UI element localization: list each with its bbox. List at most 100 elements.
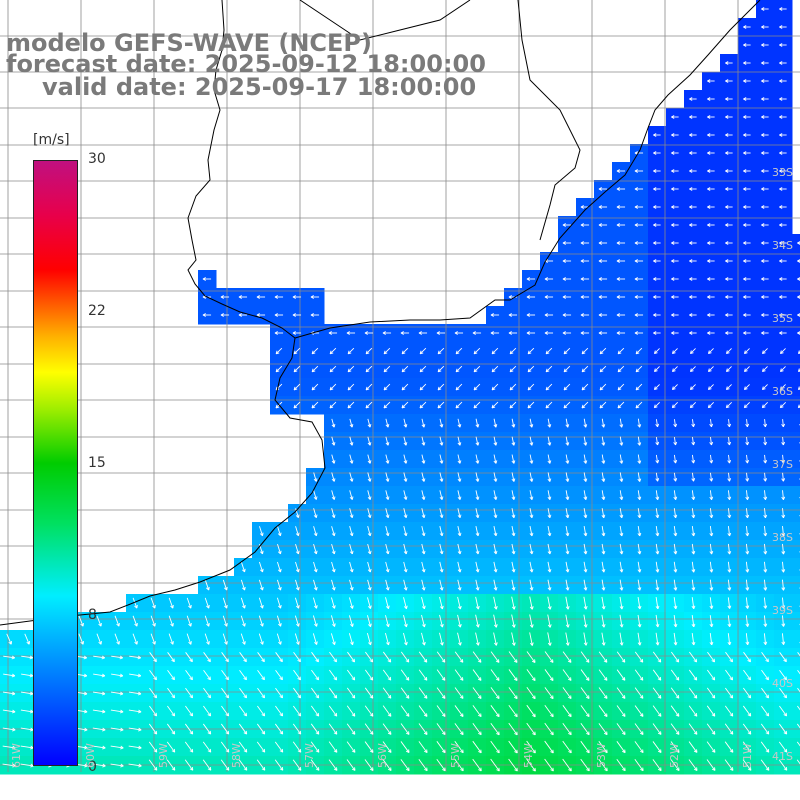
wind-arrow — [761, 151, 769, 155]
wind-arrow — [761, 61, 769, 65]
wind-arrow — [708, 366, 714, 372]
wind-arrow — [258, 615, 264, 627]
wind-arrow — [725, 259, 733, 263]
wind-arrow — [653, 295, 661, 299]
wind-arrow — [472, 687, 482, 699]
wind-arrow — [780, 348, 786, 354]
wind-arrow — [367, 454, 372, 464]
wind-arrow — [403, 436, 408, 446]
wind-arrow — [508, 331, 518, 335]
wind-arrow — [508, 313, 518, 317]
wind-arrow — [761, 205, 769, 209]
wind-arrow — [277, 526, 282, 537]
wind-cell — [792, 594, 800, 613]
wind-arrow — [760, 705, 770, 717]
wind-arrow — [511, 418, 516, 428]
wind-arrow — [275, 687, 283, 699]
wind-arrow — [706, 705, 716, 717]
wind-arrow — [707, 169, 715, 173]
wind-arrow — [418, 759, 428, 772]
wind-arrow — [724, 723, 734, 735]
wind-arrow — [475, 472, 480, 482]
wind-arrow — [276, 615, 282, 627]
wind-arrow — [491, 365, 499, 373]
wind-arrow — [128, 727, 142, 732]
wind-cell — [792, 432, 800, 451]
wind-arrow — [21, 655, 34, 660]
wind-arrow — [257, 687, 265, 699]
wind-arrow — [167, 652, 175, 663]
wind-arrow — [655, 508, 660, 519]
wind-cell — [792, 342, 800, 361]
wind-arrow — [616, 295, 626, 299]
wind-arrow — [691, 561, 696, 573]
wind-cell — [792, 234, 800, 253]
wind-arrow — [364, 759, 374, 771]
wind-arrow — [779, 79, 787, 83]
wind-arrow — [544, 758, 554, 772]
wind-arrow — [382, 687, 392, 699]
wind-arrow — [454, 740, 464, 754]
wind-arrow — [544, 313, 554, 317]
wind-arrow — [743, 687, 752, 699]
wind-arrow — [743, 331, 751, 335]
wind-arrow — [725, 223, 733, 227]
wind-arrow — [295, 543, 300, 555]
wind-arrow — [562, 758, 572, 772]
wind-arrow — [760, 741, 770, 753]
wind-arrow — [565, 543, 570, 555]
wind-arrow — [761, 241, 769, 245]
wind-arrow — [690, 348, 696, 354]
wind-arrow — [293, 687, 302, 699]
wind-arrow — [383, 383, 391, 391]
wind-arrow — [148, 741, 158, 753]
wind-arrow — [761, 277, 769, 281]
wind-arrow — [383, 347, 391, 355]
wind-arrow — [276, 633, 282, 645]
wind-arrow — [202, 741, 212, 753]
lon-label: 53W — [595, 743, 608, 768]
wind-arrow — [601, 543, 606, 555]
wind-arrow — [436, 758, 446, 772]
wind-arrow — [204, 633, 210, 645]
wind-arrow — [220, 741, 230, 753]
lon-label: 52W — [668, 743, 681, 768]
wind-arrow — [274, 331, 284, 335]
wind-arrow — [725, 384, 732, 391]
wind-arrow — [673, 597, 678, 610]
wind-arrow — [403, 472, 408, 482]
wind-arrow — [475, 614, 480, 628]
wind-arrow — [439, 472, 444, 482]
wind-arrow — [421, 632, 426, 646]
wind-arrow — [455, 383, 463, 391]
wind-arrow — [672, 348, 678, 354]
wind-arrow — [275, 705, 284, 717]
wind-arrow — [346, 741, 356, 753]
wind-arrow — [580, 241, 590, 245]
wind-arrow — [222, 633, 228, 645]
wind-arrow — [743, 402, 750, 409]
wind-arrow — [349, 579, 354, 591]
wind-arrow — [457, 508, 462, 519]
wind-arrow — [763, 454, 768, 464]
wind-arrow — [671, 187, 679, 191]
wind-arrow — [709, 615, 714, 628]
uruguay-coast-path — [294, 0, 761, 339]
wind-arrow — [616, 187, 626, 191]
wind-cell — [792, 558, 800, 577]
wind-arrow — [580, 223, 590, 227]
wind-arrow — [779, 259, 787, 263]
wind-arrow — [493, 490, 498, 500]
wind-arrow — [331, 543, 336, 555]
wind-arrow — [111, 673, 124, 678]
wind-arrow — [110, 745, 124, 750]
wind-arrow — [490, 740, 500, 754]
wind-arrow — [745, 419, 750, 428]
wind-arrow — [634, 687, 644, 699]
wind-arrow — [403, 490, 408, 500]
wind-arrow — [580, 705, 590, 718]
wind-arrow — [490, 669, 500, 681]
wind-arrow — [421, 526, 426, 537]
wind-arrow — [652, 651, 662, 663]
wind-arrow — [580, 723, 590, 736]
